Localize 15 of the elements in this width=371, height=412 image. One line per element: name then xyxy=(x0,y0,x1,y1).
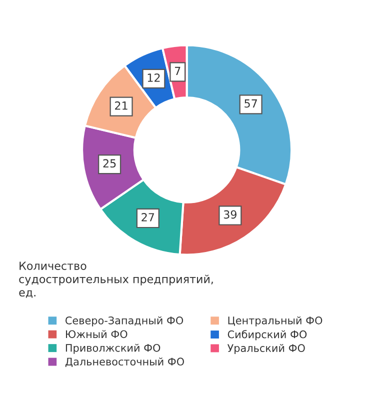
legend-label: Центральный ФО xyxy=(228,316,322,326)
data-label: 27 xyxy=(142,213,154,222)
legend-label: Приволжский ФО xyxy=(66,344,160,354)
legend-label: Уральский ФО xyxy=(227,344,305,354)
legend-label: Северо-Западный ФО xyxy=(66,316,184,326)
text: Количество судостроительных предприятий, ед. xyxy=(19,262,213,298)
data-label: 39 xyxy=(224,210,236,219)
legend-label: Сибирский ФО xyxy=(228,330,307,340)
legend-label: Южный ФО xyxy=(66,330,128,338)
data-label: 57 xyxy=(244,99,257,108)
data-label: 7 xyxy=(175,66,180,75)
data-label: 25 xyxy=(103,159,116,168)
data-label: 21 xyxy=(115,101,128,110)
data-label: 12 xyxy=(148,74,160,82)
legend-label: Дальневосточный ФО xyxy=(65,358,184,368)
